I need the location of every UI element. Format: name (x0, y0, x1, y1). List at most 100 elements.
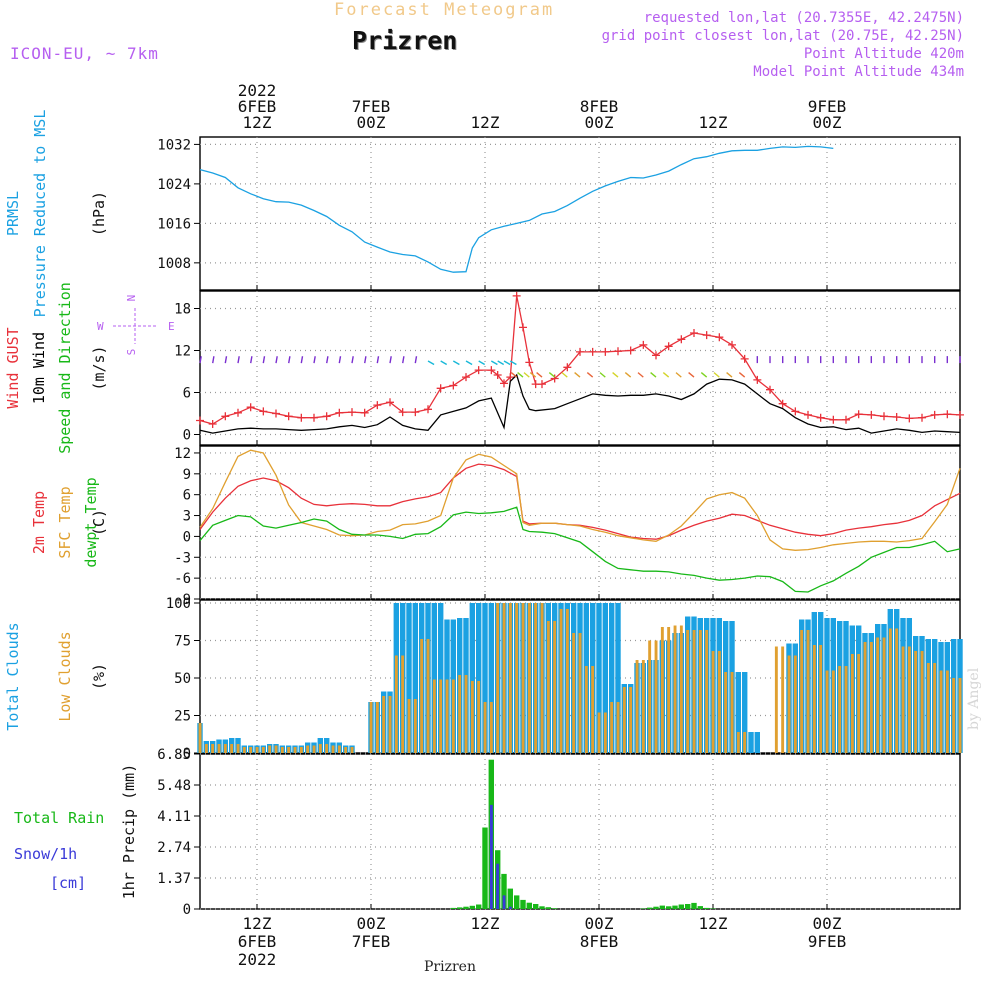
bar (692, 630, 696, 753)
wind-direction-arrow (300, 356, 304, 364)
wind-direction-arrow (497, 360, 505, 366)
bar (673, 625, 677, 753)
bar (318, 744, 322, 753)
wind-direction-arrow (326, 356, 329, 364)
gust-marker (740, 354, 749, 363)
gust-marker (715, 333, 724, 342)
wind-direction-arrow (338, 356, 342, 364)
bar (482, 827, 488, 909)
y-tick-label: -9 (174, 592, 191, 608)
bar (287, 747, 291, 753)
bar (483, 702, 487, 753)
bar (489, 804, 493, 909)
bar (736, 732, 740, 753)
bar (647, 907, 653, 909)
bar (293, 747, 297, 753)
series-line (199, 449, 961, 551)
panel-clouds (194, 599, 963, 754)
bar (565, 609, 569, 753)
wind-direction-arrow (536, 372, 543, 378)
bar (559, 609, 563, 753)
bar (622, 687, 626, 753)
y-tick-label: 2.74 (157, 840, 191, 856)
wind-direction-arrow (452, 360, 460, 366)
bar (863, 642, 867, 753)
bar (540, 603, 544, 753)
bar (432, 679, 436, 753)
wind-direction-arrow (523, 372, 530, 378)
gust-marker (512, 291, 521, 300)
unit-label: (C) (90, 509, 108, 536)
bottom-place-label: Prizren (424, 959, 476, 975)
wind-direction-arrow (509, 360, 517, 366)
wind-direction-arrow (586, 372, 594, 378)
axis-label: Total Clouds (4, 622, 22, 730)
axis-label: [cm] (50, 874, 86, 892)
bar (825, 670, 829, 753)
bar (629, 687, 633, 753)
bar (450, 907, 456, 909)
series-line (199, 463, 961, 540)
bar (261, 747, 265, 753)
gust-marker (335, 408, 344, 417)
bar (724, 672, 728, 753)
bar (609, 603, 615, 753)
gust-marker (829, 415, 838, 424)
bar (800, 630, 804, 753)
time-label-top: 00Z (813, 113, 842, 132)
super-title: Forecast Meteogram (334, 0, 555, 20)
gust-marker (246, 403, 255, 412)
bar (667, 627, 671, 753)
gust-marker (259, 407, 268, 416)
gust-marker (500, 379, 508, 388)
axis-label: Total Rain (14, 809, 104, 827)
bar (635, 660, 639, 753)
gust-marker (588, 347, 597, 356)
bar (438, 603, 444, 753)
bar (489, 702, 493, 753)
bar (907, 646, 911, 753)
axis-label: SFC Temp (56, 486, 74, 558)
bar (350, 747, 354, 753)
bar (412, 603, 418, 753)
y-tick-label: 5.48 (157, 778, 191, 794)
axis-label: 10m Wind (30, 332, 48, 404)
gust-marker (398, 408, 407, 417)
bar (653, 906, 659, 909)
series-line (199, 145, 834, 273)
bar (584, 666, 588, 753)
wind-direction-arrow (465, 360, 473, 366)
bar (793, 655, 797, 753)
time-label-bottom: 12Z (243, 914, 272, 933)
axis-label: PRMSL (4, 191, 22, 236)
panel-frame (199, 445, 961, 600)
y-tick-label: 0 (183, 428, 191, 444)
gust-marker (506, 373, 515, 382)
model-altitude-info: Model Point Altitude 434m (753, 64, 964, 80)
series-line (199, 506, 961, 593)
bar (306, 745, 310, 753)
y-tick-label: 6 (183, 386, 191, 402)
bar (754, 732, 760, 753)
time-label-bottom: 00Z (357, 914, 386, 933)
wind-direction-arrow (700, 372, 708, 378)
wind-direction-arrow (561, 372, 568, 378)
gust-marker (791, 407, 800, 416)
gust-marker (550, 374, 559, 383)
wind-direction-arrow (517, 372, 524, 378)
bar (610, 702, 614, 753)
axis-label: Low Clouds (56, 631, 74, 721)
panel-precipitation (194, 753, 961, 910)
bar (711, 651, 715, 753)
y-tick-label: 0 (183, 529, 191, 545)
bar (553, 621, 557, 753)
bar (476, 603, 482, 753)
axis-label: Pressure Reduced to MSL (31, 110, 49, 318)
bar (534, 603, 538, 753)
bar (578, 633, 582, 753)
bar (742, 672, 748, 753)
gust-marker (462, 373, 470, 382)
bar (420, 639, 424, 753)
bar (268, 745, 272, 753)
